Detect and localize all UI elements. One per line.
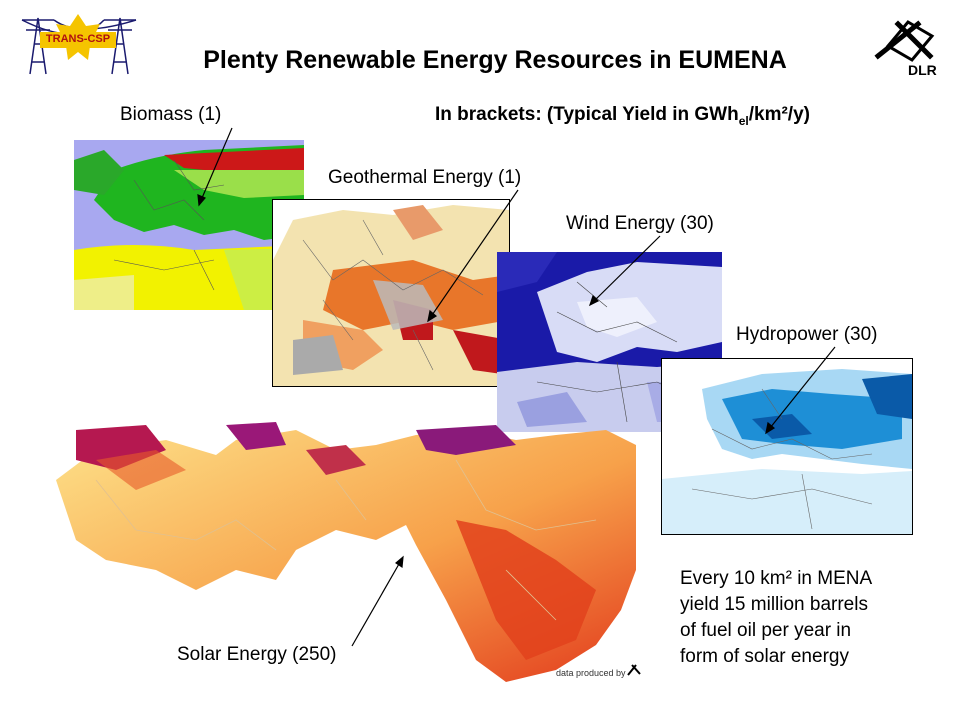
geothermal-map — [272, 199, 510, 387]
dlr-emblem-icon — [874, 20, 935, 62]
solar-note-line: of fuel oil per year in — [680, 620, 852, 641]
page-title: Plenty Renewable Energy Resources in EUM… — [203, 46, 787, 74]
trans-csp-logo: TRANS-CSP — [8, 8, 148, 76]
power-pylon-icon — [21, 14, 137, 75]
solar-map: data produced by — [36, 420, 648, 682]
dlr-logo-text: DLR — [908, 62, 937, 78]
trans-csp-logo-text: TRANS-CSP — [45, 33, 111, 45]
geothermal-label: Geothermal Energy (1) — [328, 167, 522, 188]
solar-label: Solar Energy (250) — [177, 644, 337, 665]
solar-note-line: Every 10 km² in MENA — [680, 568, 873, 589]
dlr-logo: DLR — [868, 16, 948, 86]
dlr-small-icon — [627, 664, 641, 676]
biomass-label: Biomass (1) — [120, 104, 222, 125]
wind-label: Wind Energy (30) — [566, 213, 714, 234]
hydropower-map — [661, 358, 913, 535]
data-credit: data produced by — [556, 668, 626, 678]
solar-note: Every 10 km² in MENA yield 15 million ba… — [680, 566, 872, 670]
yield-note: In brackets: (Typical Yield in GWhel/km²… — [435, 104, 810, 128]
biomass-map — [74, 140, 304, 310]
solar-note-line: form of solar energy — [680, 646, 849, 667]
solar-note-line: yield 15 million barrels — [680, 594, 868, 615]
hydropower-label: Hydropower (30) — [736, 324, 878, 345]
